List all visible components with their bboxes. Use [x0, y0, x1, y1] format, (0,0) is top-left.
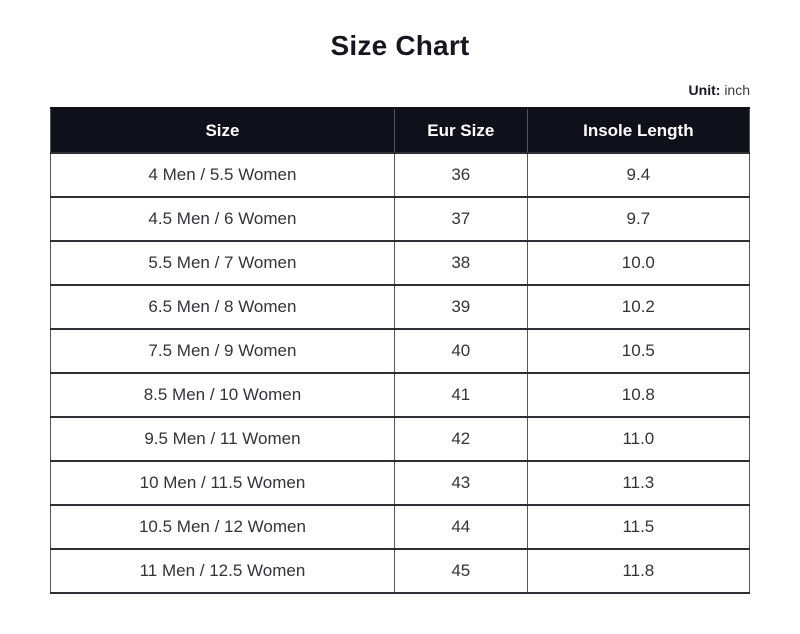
page-title: Size Chart — [330, 30, 470, 61]
table-cell: 11.8 — [526, 548, 751, 594]
table-row: 5.5 Men / 7 Women 38 10.0 — [50, 240, 751, 286]
table-row: 8.5 Men / 10 Women 41 10.8 — [50, 372, 751, 418]
table-cell: 45 — [393, 548, 528, 594]
table-cell: 10.8 — [526, 372, 751, 418]
size-chart-page: Size Chart Unit: inch Size Eur Size Inso… — [50, 30, 751, 594]
table-cell: 10.0 — [526, 240, 751, 286]
table-cell: 10 Men / 11.5 Women — [50, 460, 395, 506]
table-header-row: Size Eur Size Insole Length — [50, 107, 751, 154]
table-cell: 38 — [393, 240, 528, 286]
table-cell: 4.5 Men / 6 Women — [50, 196, 395, 242]
table-cell: 36 — [393, 152, 528, 198]
table-cell: 40 — [393, 328, 528, 374]
table-cell: 11.0 — [526, 416, 751, 462]
table-cell: 8.5 Men / 10 Women — [50, 372, 395, 418]
unit-label: Unit: — [688, 82, 721, 98]
table-cell: 4 Men / 5.5 Women — [50, 152, 395, 198]
column-header-insole: Insole Length — [526, 107, 751, 154]
table-cell: 5.5 Men / 7 Women — [50, 240, 395, 286]
table-row: 4 Men / 5.5 Women 36 9.4 — [50, 152, 751, 198]
table-cell: 7.5 Men / 9 Women — [50, 328, 395, 374]
table-row: 10.5 Men / 12 Women 44 11.5 — [50, 504, 751, 550]
table-cell: 41 — [393, 372, 528, 418]
table-row: 7.5 Men / 9 Women 40 10.5 — [50, 328, 751, 374]
table-cell: 43 — [393, 460, 528, 506]
table-cell: 9.7 — [526, 196, 751, 242]
table-cell: 6.5 Men / 8 Women — [50, 284, 395, 330]
table-cell: 11 Men / 12.5 Women — [50, 548, 395, 594]
table-row: 9.5 Men / 11 Women 42 11.0 — [50, 416, 751, 462]
table-cell: 44 — [393, 504, 528, 550]
table-cell: 11.3 — [526, 460, 751, 506]
table-row: 11 Men / 12.5 Women 45 11.8 — [50, 548, 751, 594]
table-cell: 42 — [393, 416, 528, 462]
table-cell: 11.5 — [526, 504, 751, 550]
table-cell: 39 — [393, 284, 528, 330]
table-cell: 10.5 — [526, 328, 751, 374]
unit-line: Unit: inch — [50, 82, 750, 98]
size-table-body: 4 Men / 5.5 Women 36 9.4 4.5 Men / 6 Women 3… — [50, 152, 751, 594]
table-cell: 9.4 — [526, 152, 751, 198]
table-cell: 10.2 — [526, 284, 751, 330]
table-row: 6.5 Men / 8 Women 39 10.2 — [50, 284, 751, 330]
size-chart-section: Unit: inch Size Eur Size Insole Length 4… — [50, 82, 751, 594]
column-header-size: Size — [50, 107, 395, 154]
table-cell: 10.5 Men / 12 Women — [50, 504, 395, 550]
column-header-eur: Eur Size — [393, 107, 528, 154]
table-cell: 37 — [393, 196, 528, 242]
table-row: 4.5 Men / 6 Women 37 9.7 — [50, 196, 751, 242]
table-row: 10 Men / 11.5 Women 43 11.3 — [50, 460, 751, 506]
unit-value: inch — [724, 82, 750, 98]
size-chart-table: Size Eur Size Insole Length 4 Men / 5.5 … — [50, 107, 751, 594]
table-cell: 9.5 Men / 11 Women — [50, 416, 395, 462]
